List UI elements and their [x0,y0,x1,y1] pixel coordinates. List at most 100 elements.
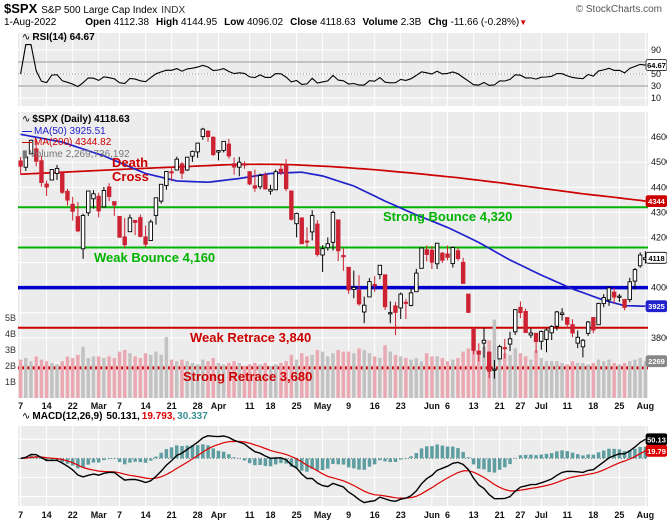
ma200-line-icon: — [22,137,32,148]
svg-text:27: 27 [515,401,525,411]
close-value: 4118.63 [320,17,356,28]
low-value: 4096.02 [246,17,284,28]
volume-bars-icon: ▮ [22,148,28,160]
svg-text:4300: 4300 [651,207,667,217]
index-name: S&P 500 Large Cap Index [41,5,158,16]
svg-text:2269: 2269 [648,357,665,366]
svg-text:21: 21 [167,401,177,411]
symbol-legend-text: $SPX (Daily) 4118.63 [32,114,130,125]
svg-text:25: 25 [292,510,302,520]
svg-text:Aug: Aug [637,510,655,520]
svg-text:7: 7 [18,401,23,411]
svg-text:Mar: Mar [91,510,108,520]
moving-averages [20,133,646,308]
quote-line: Open 4112.38 High 4144.95 Low 4096.02 Close… [78,17,527,28]
svg-text:11: 11 [563,401,573,411]
macd-legend-label: MACD(12,26,9) [32,411,103,422]
svg-text:Apr: Apr [211,401,227,411]
svg-text:3B: 3B [5,345,16,355]
svg-text:14: 14 [141,401,151,411]
svg-text:64.67: 64.67 [647,61,666,70]
svg-text:21: 21 [495,401,505,411]
annotation-weak-bounce: Weak Bounce 4,160 [94,250,216,265]
svg-text:23: 23 [396,510,406,520]
svg-text:22: 22 [68,401,78,411]
svg-text:4B: 4B [5,329,16,339]
svg-text:6: 6 [445,510,450,520]
svg-text:Jul: Jul [535,510,548,520]
svg-text:Jun: Jun [424,401,440,411]
svg-text:21: 21 [495,510,505,520]
stockcharts-credit[interactable]: © StockCharts.com [575,4,662,15]
quote-row: 1-Aug-2022 Open 4112.38 High 4144.95 Low 40… [0,17,667,29]
ma50-line-icon: — [22,125,32,137]
ma200-legend-row: — MA(200) 4344.82 [22,137,130,149]
high-label: High [156,17,179,28]
chart-header: $SPX S&P 500 Large Cap Index INDX © StockC… [0,0,667,29]
svg-text:23: 23 [396,401,406,411]
svg-text:19.79: 19.79 [647,447,666,456]
svg-text:7: 7 [18,510,23,520]
macd-layer [18,434,648,504]
svg-text:11: 11 [245,401,255,411]
svg-text:50.13: 50.13 [647,435,666,444]
volume-label: Volume [362,17,398,28]
axis-badges: 64.67 4344 4118 3925 2269 50.13 19.79 [645,59,667,457]
annotation-weak-retrace: Weak Retrace 3,840 [190,330,312,345]
title-row: $SPX S&P 500 Large Cap Index INDX © StockC… [0,0,667,17]
annotation-strong-retrace: Strong Retrace 3,680 [183,369,313,384]
ma200-legend-text: MA(200) 4344.82 [34,137,112,148]
chart-date: 1-Aug-2022 [4,17,57,28]
low-label: Low [224,17,245,28]
svg-text:3925: 3925 [648,302,665,311]
rsi-legend: ∿ RSI(14) 64.67 [22,32,95,43]
ticker-symbol: $SPX [4,1,38,16]
ma50-legend-row: — MA(50) 3925.51 [22,126,130,138]
open-value: 4112.38 [113,17,150,28]
annotation-death-cross: Death Cross [112,155,149,184]
svg-text:10: 10 [651,93,661,103]
svg-text:27: 27 [515,510,525,520]
chg-value: -11.66 (-0.28%) [450,17,520,28]
chg-down-arrow-icon: ▼ [519,18,528,27]
svg-text:1B: 1B [5,377,16,387]
macd-hist-value: 30.337 [177,411,208,422]
svg-text:4500: 4500 [651,157,667,167]
symbol-legend-row: ∿ $SPX (Daily) 4118.63 [22,114,130,126]
svg-text:4600: 4600 [651,132,667,142]
high-value: 4144.95 [181,17,218,28]
svg-text:28: 28 [193,401,203,411]
svg-text:3800: 3800 [651,333,667,343]
svg-text:13: 13 [469,401,479,411]
svg-text:14: 14 [42,510,52,520]
svg-text:Aug: Aug [637,401,655,411]
rsi-line [20,44,646,88]
svg-text:9: 9 [346,401,351,411]
svg-text:25: 25 [292,401,302,411]
svg-text:22: 22 [68,510,78,520]
svg-text:18: 18 [265,401,275,411]
indicator-wave-icon: ∿ [22,411,31,422]
volume-legend-text: Volume 2,269,736,192 [29,148,130,160]
svg-text:18: 18 [265,510,275,520]
svg-text:4200: 4200 [651,232,667,242]
svg-text:7: 7 [117,510,122,520]
svg-text:25: 25 [614,401,624,411]
svg-text:2B: 2B [5,361,16,371]
macd-legend: ∿ MACD(12,26,9) 50.131, 19.793, 30.337 [22,411,208,422]
svg-text:4000: 4000 [651,283,667,293]
svg-text:30: 30 [651,81,661,91]
svg-text:50: 50 [651,69,661,79]
svg-text:Jul: Jul [535,401,548,411]
svg-text:Mar: Mar [91,401,108,411]
svg-text:28: 28 [193,510,203,520]
rsi-legend-text: RSI(14) 64.67 [32,32,95,43]
indicator-wave-icon: ∿ [22,32,31,43]
volume-legend-row: ▮ Volume 2,269,736,192 [22,149,130,161]
svg-text:25: 25 [614,510,624,520]
panel-backgrounds [18,33,648,506]
svg-text:7: 7 [117,401,122,411]
price-legend: ∿ $SPX (Daily) 4118.63 — MA(50) 3925.51 — M… [22,114,130,160]
